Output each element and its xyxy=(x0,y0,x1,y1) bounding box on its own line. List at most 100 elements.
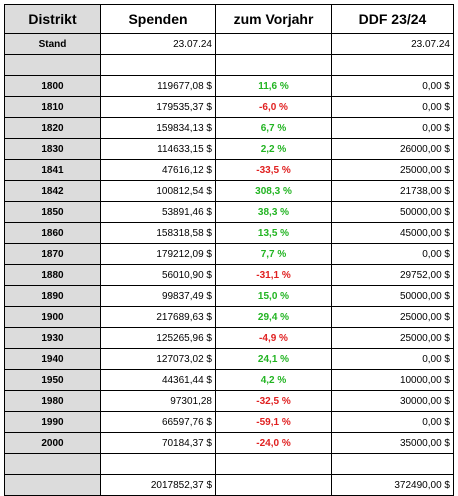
table-row: 1890 99837,49 $15,0 % 50000,00 $ xyxy=(4,285,454,307)
totals-label-cell xyxy=(4,474,101,496)
stand-ddf-date: 23.07.24 xyxy=(331,33,454,55)
table-row: 1940 127073,02 $24,1 % 0,00 $ xyxy=(4,348,454,370)
district-cell: 1980 xyxy=(4,390,101,412)
spenden-cell: 47616,12 $ xyxy=(100,159,216,181)
vorjahr-change-cell: 15,0 % xyxy=(215,285,332,307)
header-row: Distrikt Spenden zum Vorjahr DDF 23/24 xyxy=(4,4,454,34)
ddf-cell: 25000,00 $ xyxy=(331,327,454,349)
spacer-row xyxy=(4,54,454,76)
vorjahr-change-cell: -31,1 % xyxy=(215,264,332,286)
table-row: 1850 53891,46 $38,3 % 50000,00 $ xyxy=(4,201,454,223)
table-row: 1870 179212,09 $7,7 % 0,00 $ xyxy=(4,243,454,265)
vorjahr-change-cell: -32,5 % xyxy=(215,390,332,412)
vorjahr-change-cell: -6,0 % xyxy=(215,96,332,118)
spenden-cell: 127073,02 $ xyxy=(100,348,216,370)
ddf-cell: 0,00 $ xyxy=(331,75,454,97)
district-cell: 1800 xyxy=(4,75,101,97)
ddf-cell: 25000,00 $ xyxy=(331,159,454,181)
district-cell: 1810 xyxy=(4,96,101,118)
spacer-cell xyxy=(100,54,216,76)
header-vorjahr: zum Vorjahr xyxy=(215,4,332,34)
spenden-cell: 217689,63 $ xyxy=(100,306,216,328)
vorjahr-change-cell: 29,4 % xyxy=(215,306,332,328)
vorjahr-change-cell: -4,9 % xyxy=(215,327,332,349)
district-cell: 2000 xyxy=(4,432,101,454)
table-row: 1820 159834,13 $6,7 % 0,00 $ xyxy=(4,117,454,139)
ddf-cell: 50000,00 $ xyxy=(331,201,454,223)
vorjahr-change-cell: -33,5 % xyxy=(215,159,332,181)
spenden-cell: 158318,58 $ xyxy=(100,222,216,244)
district-cell: 1900 xyxy=(4,306,101,328)
ddf-cell: 45000,00 $ xyxy=(331,222,454,244)
spenden-cell: 99837,49 $ xyxy=(100,285,216,307)
vorjahr-change-cell: 2,2 % xyxy=(215,138,332,160)
district-cell: 1820 xyxy=(4,117,101,139)
ddf-cell: 21738,00 $ xyxy=(331,180,454,202)
vorjahr-change-cell: 11,6 % xyxy=(215,75,332,97)
ddf-cell: 0,00 $ xyxy=(331,348,454,370)
spacer-cell xyxy=(215,54,332,76)
spenden-cell: 44361,44 $ xyxy=(100,369,216,391)
spenden-cell: 97301,28 xyxy=(100,390,216,412)
spacer-label-cell xyxy=(4,54,101,76)
header-ddf: DDF 23/24 xyxy=(331,4,454,34)
stand-row: Stand 23.07.24 23.07.24 xyxy=(4,33,454,55)
table-row: 1841 47616,12 $ -33,5 % 25000,00 $ xyxy=(4,159,454,181)
district-cell: 1940 xyxy=(4,348,101,370)
ddf-cell: 29752,00 $ xyxy=(331,264,454,286)
ddf-cell: 0,00 $ xyxy=(331,411,454,433)
spacer-row xyxy=(4,453,454,475)
spenden-cell: 159834,13 $ xyxy=(100,117,216,139)
spacer-cell xyxy=(331,54,454,76)
spenden-cell: 56010,90 $ xyxy=(100,264,216,286)
stand-spenden-date: 23.07.24 xyxy=(100,33,216,55)
district-cell: 1930 xyxy=(4,327,101,349)
vorjahr-change-cell: 4,2 % xyxy=(215,369,332,391)
header-spenden: Spenden xyxy=(100,4,216,34)
table-row: 1950 44361,44 $4,2 % 10000,00 $ xyxy=(4,369,454,391)
vorjahr-change-cell: 7,7 % xyxy=(215,243,332,265)
spacer-cell xyxy=(215,453,332,475)
district-cell: 1870 xyxy=(4,243,101,265)
vorjahr-change-cell: 38,3 % xyxy=(215,201,332,223)
table-row: 1980 97301,28 -32,5 % 30000,00 $ xyxy=(4,390,454,412)
vorjahr-change-cell: -24,0 % xyxy=(215,432,332,454)
totals-row: 2017852,37 $ 372490,00 $ xyxy=(4,474,454,496)
spenden-cell: 53891,46 $ xyxy=(100,201,216,223)
table-row: 1880 56010,90 $ -31,1 % 29752,00 $ xyxy=(4,264,454,286)
ddf-cell: 50000,00 $ xyxy=(331,285,454,307)
ddf-cell: 10000,00 $ xyxy=(331,369,454,391)
district-cell: 1842 xyxy=(4,180,101,202)
district-cell: 1841 xyxy=(4,159,101,181)
table-row: 1810 179535,37 $ -6,0 % 0,00 $ xyxy=(4,96,454,118)
spenden-cell: 100812,54 $ xyxy=(100,180,216,202)
vorjahr-change-cell: 13,5 % xyxy=(215,222,332,244)
table-row: 1930 125265,96 $ -4,9 % 25000,00 $ xyxy=(4,327,454,349)
stand-vorjahr-cell xyxy=(215,33,332,55)
spenden-cell: 179212,09 $ xyxy=(100,243,216,265)
table-row: 1990 66597,76 $ -59,1 % 0,00 $ xyxy=(4,411,454,433)
spenden-cell: 179535,37 $ xyxy=(100,96,216,118)
header-distrikt: Distrikt xyxy=(4,4,101,34)
ddf-cell: 0,00 $ xyxy=(331,96,454,118)
vorjahr-change-cell: -59,1 % xyxy=(215,411,332,433)
stand-label: Stand xyxy=(4,33,101,55)
spenden-cell: 66597,76 $ xyxy=(100,411,216,433)
spenden-cell: 114633,15 $ xyxy=(100,138,216,160)
spenden-cell: 70184,37 $ xyxy=(100,432,216,454)
ddf-cell: 35000,00 $ xyxy=(331,432,454,454)
table-row: 2000 70184,37 $ -24,0 % 35000,00 $ xyxy=(4,432,454,454)
spacer-cell xyxy=(331,453,454,475)
district-cell: 1880 xyxy=(4,264,101,286)
vorjahr-change-cell: 308,3 % xyxy=(215,180,332,202)
district-cell: 1990 xyxy=(4,411,101,433)
ddf-cell: 0,00 $ xyxy=(331,117,454,139)
ddf-cell: 26000,00 $ xyxy=(331,138,454,160)
table-row: 1830 114633,15 $2,2 % 26000,00 $ xyxy=(4,138,454,160)
ddf-cell: 25000,00 $ xyxy=(331,306,454,328)
table-row: 1860 158318,58 $13,5 % 45000,00 $ xyxy=(4,222,454,244)
spacer-cell xyxy=(100,453,216,475)
table-row: 1900 217689,63 $29,4 % 25000,00 $ xyxy=(4,306,454,328)
total-ddf: 372490,00 $ xyxy=(331,474,454,496)
district-cell: 1890 xyxy=(4,285,101,307)
